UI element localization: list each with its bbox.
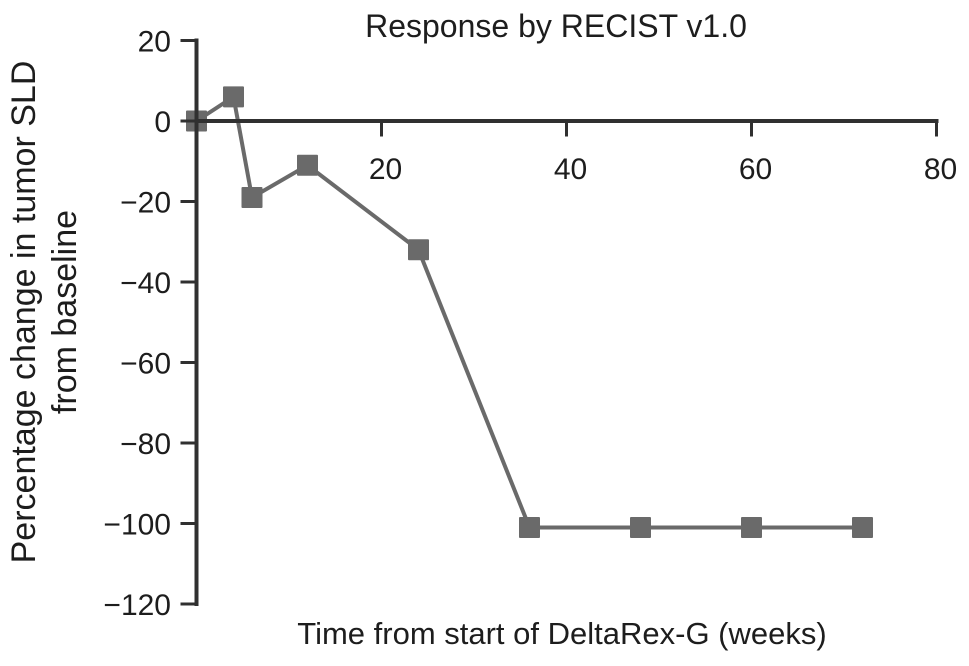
y-tick-label: 20 xyxy=(138,26,171,59)
data-point-marker xyxy=(223,86,244,108)
y-tick-label: −20 xyxy=(120,187,171,220)
x-tick-label: 60 xyxy=(739,153,772,186)
y-tick-label: 0 xyxy=(154,106,171,139)
chart-title: Response by RECIST v1.0 xyxy=(365,8,747,44)
data-point-marker xyxy=(297,154,318,176)
x-tick-label: 40 xyxy=(554,153,587,186)
data-point-marker xyxy=(408,239,429,261)
x-tick-label: 80 xyxy=(924,153,957,186)
data-point-marker xyxy=(741,517,762,539)
y-tick-label: −40 xyxy=(120,267,171,300)
y-tick-label: −80 xyxy=(120,428,171,461)
data-point-marker xyxy=(852,517,873,539)
y-tick-label: −60 xyxy=(120,348,171,381)
x-axis-label: Time from start of DeltaRex-G (weeks) xyxy=(297,616,827,651)
y-tick-label: −100 xyxy=(103,509,171,542)
data-point-marker xyxy=(519,517,540,539)
data-point-marker xyxy=(630,517,651,539)
data-point-marker xyxy=(241,186,263,208)
y-tick-label: −120 xyxy=(103,589,171,622)
x-tick-label: 20 xyxy=(369,153,402,186)
